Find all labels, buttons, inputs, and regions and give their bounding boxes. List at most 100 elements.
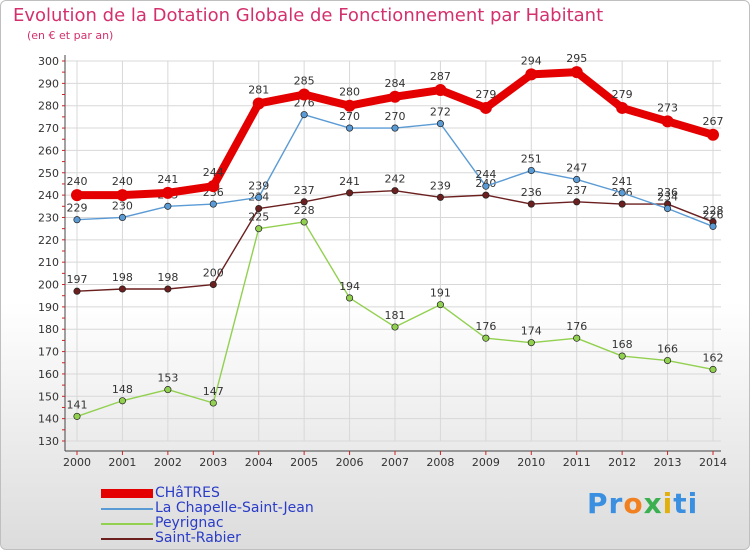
data-label-la-chapelle-saint-jean-2004: 239 [248, 179, 269, 192]
x-tick-label-2011: 2011 [563, 456, 591, 469]
data-label-ch-tres-2002: 241 [157, 173, 178, 186]
y-tick-label-230: 230 [38, 211, 59, 224]
point-saint-rabier-2004 [255, 204, 263, 213]
point-ch-tres-2002 [161, 186, 174, 199]
data-label-ch-tres-2000: 240 [67, 175, 88, 188]
point-saint-rabier-2009 [482, 191, 490, 199]
point-ch-tres-2003 [207, 180, 220, 193]
data-label-ch-tres-2009: 279 [475, 88, 496, 101]
point-ch-tres-2004 [252, 97, 265, 110]
data-label-peyrignac-2005: 228 [294, 204, 315, 217]
data-label-saint-rabier-2002: 198 [157, 271, 178, 284]
point-ch-tres-2001 [116, 189, 129, 202]
point-la-chapelle-saint-jean-2003 [209, 200, 217, 208]
y-tick-label-300: 300 [38, 55, 59, 68]
point-ch-tres-2010 [525, 68, 538, 81]
point-peyrignac-2013 [664, 356, 672, 365]
data-label-la-chapelle-saint-jean-2006: 270 [339, 110, 360, 123]
point-peyrignac-2002 [164, 386, 172, 394]
data-label-ch-tres-2008: 287 [430, 70, 451, 83]
data-label-peyrignac-2012: 168 [612, 338, 633, 351]
point-la-chapelle-saint-jean-2004 [255, 193, 263, 201]
legend-label-saint-rabier: Saint-Rabier [155, 530, 241, 546]
data-label-ch-tres-2005: 285 [294, 75, 315, 88]
data-label-ch-tres-2010: 294 [521, 54, 542, 67]
data-label-saint-rabier-2005: 237 [294, 184, 315, 197]
x-tick-label-2002: 2002 [154, 456, 182, 469]
point-ch-tres-2006 [343, 99, 356, 112]
data-label-la-chapelle-saint-jean-2014: 226 [703, 208, 724, 221]
point-ch-tres-2008 [434, 84, 447, 97]
x-tick-label-2000: 2000 [63, 456, 91, 469]
point-la-chapelle-saint-jean-2008 [436, 120, 444, 128]
point-saint-rabier-2002 [164, 285, 172, 293]
point-la-chapelle-saint-jean-2011 [573, 175, 581, 184]
data-label-peyrignac-2001: 148 [112, 383, 133, 396]
point-peyrignac-2004 [255, 225, 263, 233]
point-saint-rabier-2010 [527, 200, 535, 208]
data-label-peyrignac-2000: 141 [67, 398, 88, 411]
point-peyrignac-2006 [346, 294, 354, 302]
data-label-ch-tres-2012: 279 [612, 88, 633, 101]
data-label-peyrignac-2002: 153 [157, 372, 178, 385]
point-saint-rabier-2011 [573, 198, 581, 206]
point-saint-rabier-2003 [209, 280, 217, 289]
x-tick-label-2010: 2010 [517, 456, 545, 469]
data-label-ch-tres-2003: 244 [203, 166, 224, 179]
point-saint-rabier-2006 [346, 189, 354, 197]
x-tick-label-2003: 2003 [199, 456, 227, 469]
legend-swatch-peyrignac [101, 523, 153, 525]
legend-swatch-chatres [101, 489, 153, 498]
y-tick-label-200: 200 [38, 279, 59, 292]
point-saint-rabier-2008 [436, 193, 444, 201]
point-la-chapelle-saint-jean-2009 [482, 182, 490, 190]
data-label-peyrignac-2010: 174 [521, 325, 542, 338]
data-label-ch-tres-2001: 240 [112, 175, 133, 188]
data-label-la-chapelle-saint-jean-2007: 270 [385, 110, 406, 123]
data-label-saint-rabier-2011: 237 [566, 184, 587, 197]
y-tick-label-190: 190 [38, 301, 59, 314]
y-tick-label-280: 280 [38, 100, 59, 113]
point-peyrignac-2007 [391, 323, 399, 331]
data-label-la-chapelle-saint-jean-2000: 229 [67, 202, 88, 215]
point-ch-tres-2000 [71, 189, 83, 202]
data-label-la-chapelle-saint-jean-2008: 272 [430, 106, 451, 119]
legend-label-la-chapelle: La Chapelle-Saint-Jean [155, 500, 314, 516]
legend-label-peyrignac: Peyrignac [155, 515, 224, 531]
point-la-chapelle-saint-jean-2006 [346, 124, 354, 132]
point-saint-rabier-2005 [300, 198, 308, 206]
y-tick-label-160: 160 [38, 368, 59, 381]
data-label-ch-tres-2011: 295 [566, 52, 587, 65]
point-la-chapelle-saint-jean-2001 [118, 213, 126, 222]
data-label-saint-rabier-2000: 197 [67, 273, 88, 286]
data-label-peyrignac-2014: 162 [703, 351, 724, 364]
point-ch-tres-2009 [479, 101, 492, 114]
data-label-ch-tres-2013: 273 [657, 101, 678, 114]
data-label-saint-rabier-2006: 241 [339, 175, 360, 188]
data-label-peyrignac-2011: 176 [566, 320, 587, 333]
point-ch-tres-2013 [661, 115, 674, 128]
data-label-saint-rabier-2013: 236 [657, 186, 678, 199]
data-label-saint-rabier-2014: 228 [703, 204, 724, 217]
data-label-peyrignac-2006: 194 [339, 280, 360, 293]
y-tick-label-170: 170 [38, 346, 59, 359]
point-peyrignac-2000 [73, 412, 81, 420]
point-peyrignac-2014 [709, 365, 717, 374]
x-tick-label-2007: 2007 [381, 456, 409, 469]
y-tick-label-210: 210 [38, 256, 59, 269]
data-label-peyrignac-2009: 176 [475, 320, 496, 333]
x-tick-label-2004: 2004 [245, 456, 273, 469]
data-label-peyrignac-2007: 181 [385, 309, 406, 322]
x-tick-label-2006: 2006 [336, 456, 364, 469]
x-tick-label-2008: 2008 [426, 456, 454, 469]
point-saint-rabier-2000 [73, 287, 81, 295]
point-la-chapelle-saint-jean-2005 [300, 111, 308, 119]
y-tick-label-260: 260 [38, 144, 59, 157]
y-tick-label-140: 140 [38, 413, 59, 426]
point-ch-tres-2012 [616, 101, 629, 114]
point-la-chapelle-saint-jean-2010 [527, 166, 535, 175]
legend-swatch-la-chapelle [101, 508, 153, 510]
point-peyrignac-2005 [300, 218, 308, 226]
data-label-saint-rabier-2010: 236 [521, 186, 542, 199]
